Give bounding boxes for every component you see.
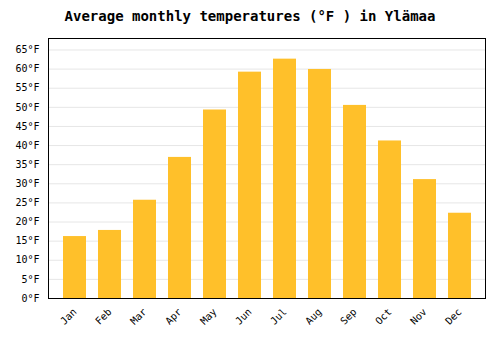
svg-text:55°F: 55°F	[15, 82, 39, 93]
svg-text:25°F: 25°F	[15, 197, 39, 208]
svg-text:15°F: 15°F	[15, 235, 39, 246]
svg-text:May: May	[198, 306, 219, 327]
html-text:Average monthly temperatures (: Average monthly temperatures (°F ) in Yl…	[64, 8, 436, 24]
svg-text:Feb: Feb	[93, 306, 114, 327]
svg-text:35°F: 35°F	[15, 159, 39, 170]
svg-text:30°F: 30°F	[15, 178, 39, 189]
svg-text:Jun: Jun	[233, 306, 254, 327]
svg-text:40°F: 40°F	[15, 140, 39, 151]
svg-text:Sep: Sep	[338, 306, 359, 327]
svg-text:Oct: Oct	[373, 306, 394, 327]
svg-text:Aug: Aug	[303, 306, 324, 327]
svg-text:50°F: 50°F	[15, 102, 39, 113]
svg-text:Jul: Jul	[268, 306, 289, 327]
svg-text:0°F: 0°F	[21, 293, 39, 304]
svg-text:60°F: 60°F	[15, 63, 39, 74]
svg-text:Mar: Mar	[128, 306, 149, 327]
svg-text:Apr: Apr	[163, 306, 184, 327]
svg-text:20°F: 20°F	[15, 216, 39, 227]
svg-text:10°F: 10°F	[15, 254, 39, 265]
svg-text:Dec: Dec	[443, 306, 464, 327]
svg-text:Jan: Jan	[58, 306, 79, 327]
svg-text:45°F: 45°F	[15, 121, 39, 132]
svg-text:5°F: 5°F	[21, 274, 39, 285]
svg-text:65°F: 65°F	[15, 44, 39, 55]
svg-text:Nov: Nov	[408, 306, 429, 327]
